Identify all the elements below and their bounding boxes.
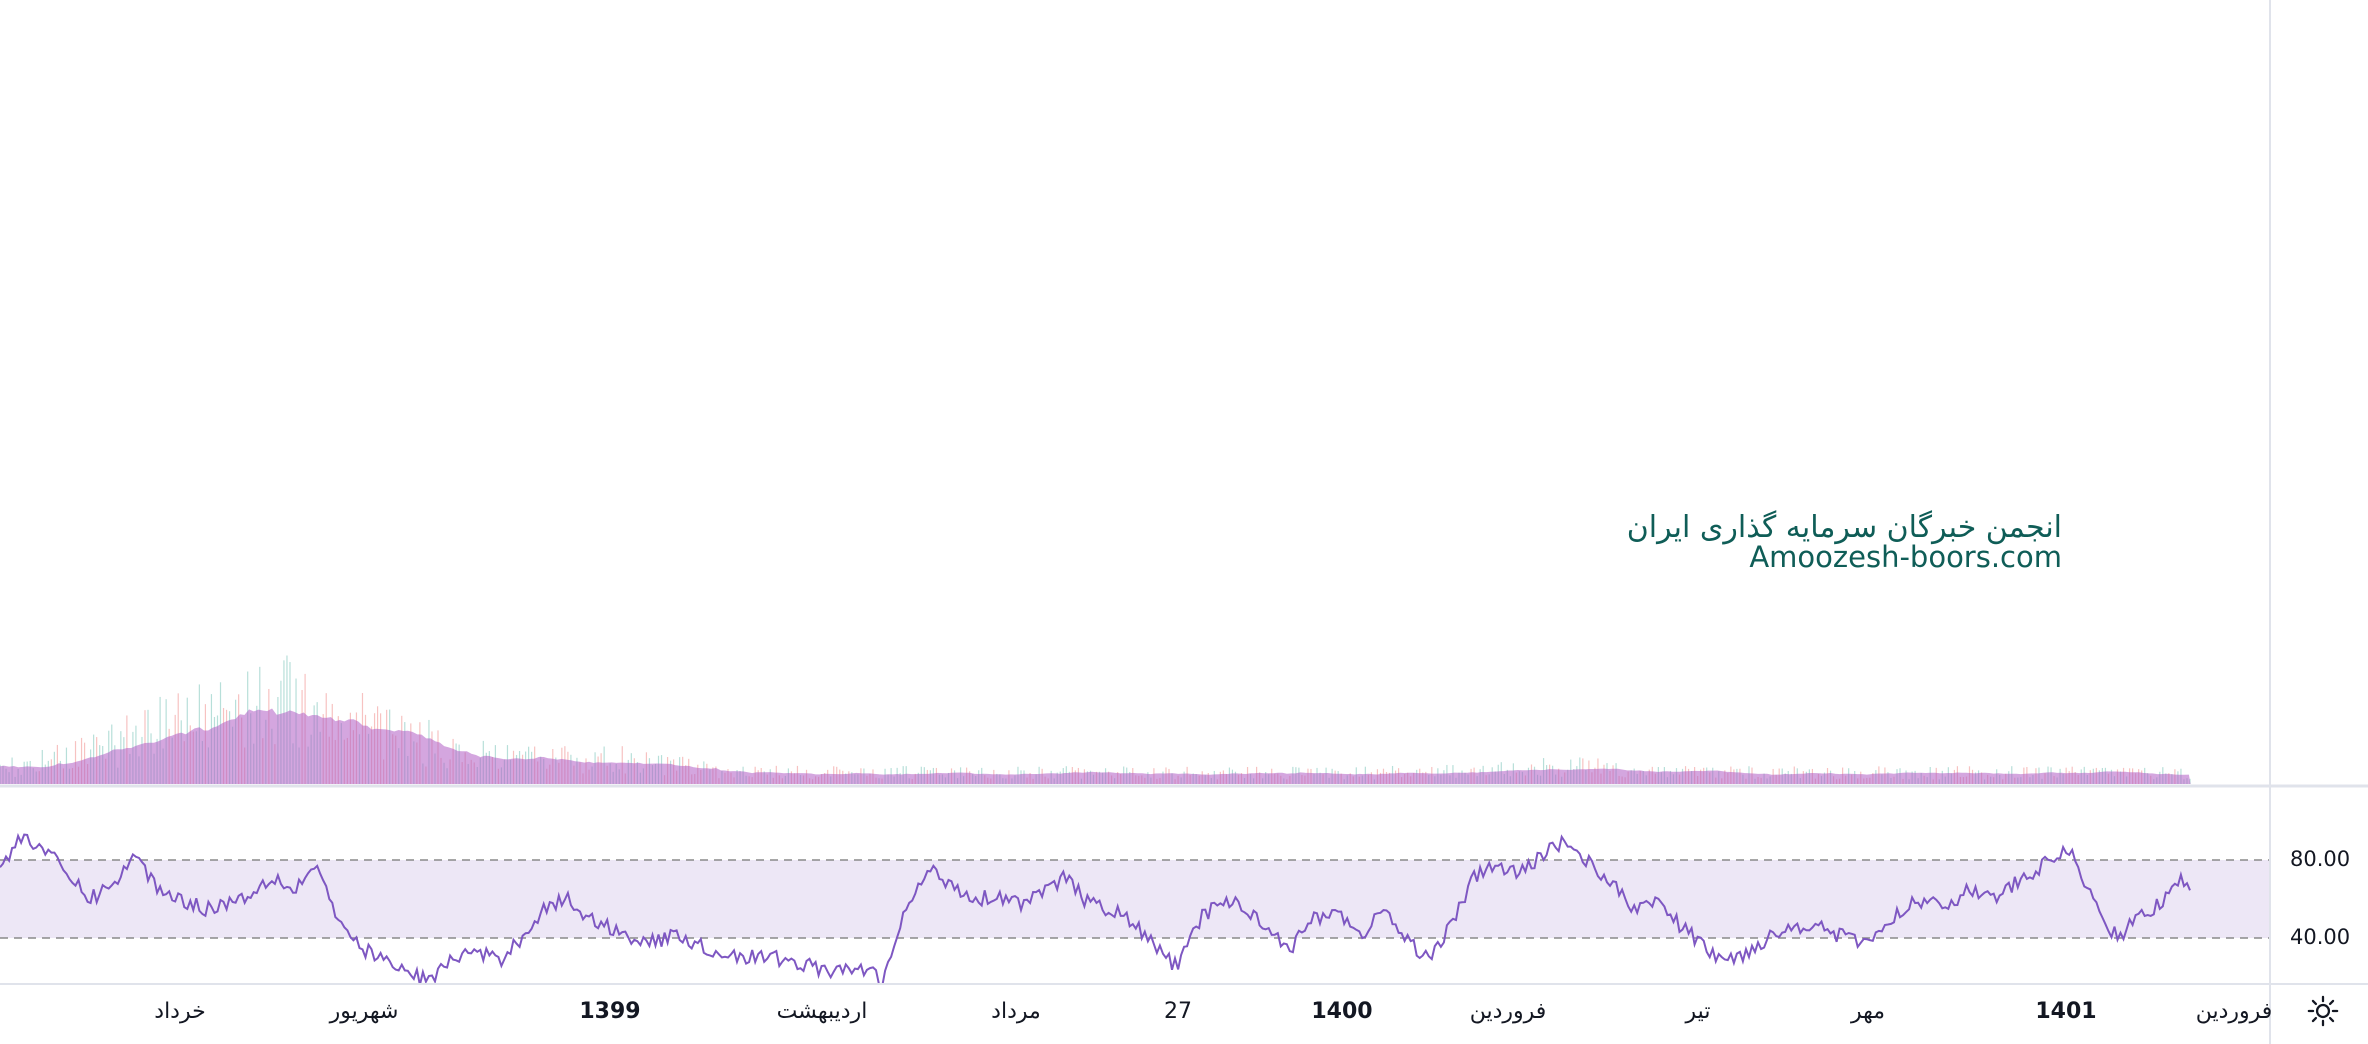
watermark-text: انجمن خبرگان سرمایه گذاری ایران (1626, 510, 2062, 545)
time-axis-label: فروردین (2196, 999, 2273, 1024)
rsi-scale-label: 80.00 (2290, 847, 2350, 871)
rsi-line (0, 832, 2191, 983)
time-axis-label: 1400 (1311, 999, 1372, 1024)
time-axis-label: 1399 (579, 999, 640, 1024)
time-axis-label: خرداد (154, 999, 205, 1024)
gear-icon[interactable] (2306, 994, 2340, 1028)
rsi-scale-label: 40.00 (2290, 925, 2350, 949)
time-axis-label: مرداد (991, 999, 1041, 1024)
time-axis-label: اردیبهشت (777, 999, 868, 1024)
time-axis-label: مهر (1850, 999, 1885, 1024)
watermark-url: Amoozesh-boors.com (1749, 540, 2062, 574)
time-axis-label: فروردین (1470, 999, 1547, 1024)
time-axis-label: 27 (1164, 999, 1192, 1024)
time-axis-label: تیر (1685, 999, 1711, 1024)
rsi-band (0, 860, 2270, 938)
volume-ma-area (0, 708, 2191, 784)
time-axis-label: 1401 (2035, 999, 2096, 1024)
time-axis-label: شهریور (329, 999, 399, 1024)
